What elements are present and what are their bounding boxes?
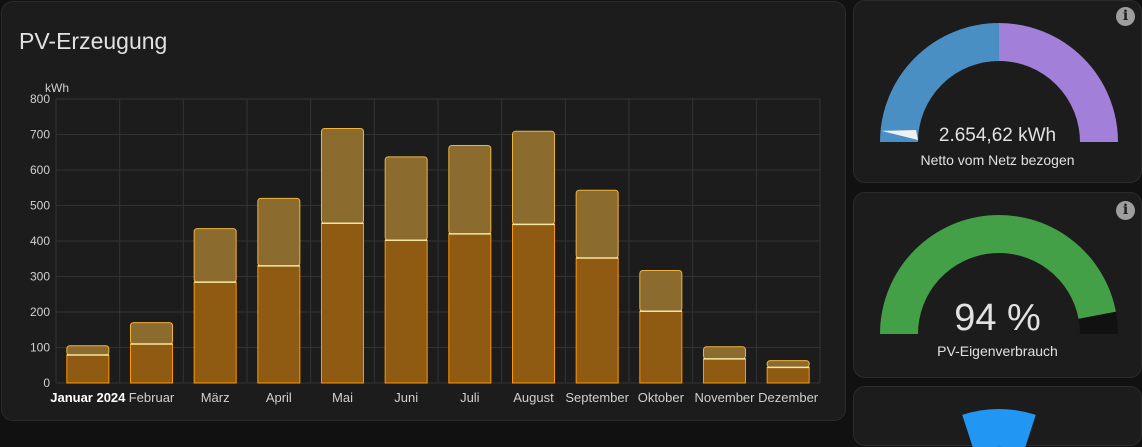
gauge-card-partial[interactable] — [853, 386, 1142, 447]
bar-segment-upper — [320, 127, 365, 224]
bar-segment-upper — [448, 145, 492, 235]
gauge-value: 2.654,62 kWh — [938, 125, 1057, 146]
self-consumption-gauge-card[interactable]: i 94 % PV-Eigenverbrauch — [853, 192, 1142, 378]
bar-segment-upper — [66, 345, 110, 356]
pv-bar-chart[interactable]: kWh 0 100 200 300 400 500 600 700 800 Januar 2024 F… — [2, 2, 847, 422]
gauge-arc-fill — [880, 215, 1116, 335]
bar-segment-lower — [193, 281, 237, 384]
info-icon[interactable]: i — [1116, 7, 1135, 26]
x-tick-label: Mai — [332, 390, 353, 405]
gauge-arc-segment — [998, 23, 1118, 143]
grid-energy-gauge — [880, 23, 1118, 143]
bar-segment-upper — [575, 189, 619, 259]
gauge-label: Netto vom Netz bezogen — [920, 152, 1075, 168]
x-tick-label: Juli — [460, 390, 480, 405]
gauge-label: PV-Eigenverbrauch — [937, 343, 1058, 359]
y-tick-label: 800 — [30, 92, 50, 106]
y-tick-label: 200 — [30, 305, 50, 319]
bar-segment-lower — [384, 239, 428, 384]
x-tick-label: Januar 2024 — [50, 390, 126, 405]
bar-segment-lower — [320, 222, 365, 384]
bar-segment-upper — [702, 346, 747, 360]
y-tick-label: 300 — [30, 270, 50, 284]
pv-chart-card: PV-Erzeugung kWh 0 100 200 300 400 500 600 700 80… — [1, 1, 846, 421]
bar-segment-lower — [639, 310, 683, 384]
bar-segment-upper — [129, 322, 174, 345]
y-tick-label: 0 — [43, 376, 50, 390]
bar-segment-upper — [193, 228, 237, 283]
y-tick-label: 100 — [30, 341, 50, 355]
bar-segment-lower — [702, 358, 747, 384]
y-tick-label: 600 — [30, 163, 50, 177]
partial-gauge — [962, 409, 1036, 447]
x-tick-label: Dezember — [758, 390, 819, 405]
x-tick-label: Oktober — [638, 390, 685, 405]
bar-segment-lower — [66, 354, 110, 384]
gauge-arc-segment — [962, 409, 1036, 447]
bar-segment-lower — [129, 343, 174, 384]
x-tick-label: März — [201, 390, 230, 405]
bar-segment-upper — [384, 156, 428, 241]
x-tick-label: Februar — [129, 390, 175, 405]
bar-segment-upper — [257, 197, 301, 267]
x-tick-label: April — [266, 390, 292, 405]
bar-segment-lower — [766, 366, 810, 384]
chart-title: PV-Erzeugung — [19, 28, 168, 54]
gauge-needle — [881, 130, 918, 140]
gauge-arc-segment — [880, 23, 1000, 143]
grid-energy-gauge-card[interactable]: i 2.654,62 kWh Netto vom Netz bezogen — [853, 0, 1142, 183]
bar-segment-upper — [766, 360, 810, 368]
bar-segment-lower — [511, 223, 556, 384]
x-tick-label: August — [513, 390, 554, 405]
info-icon[interactable]: i — [1116, 201, 1135, 220]
gauge-value: 94 % — [954, 297, 1041, 339]
bar-segment-upper — [639, 269, 683, 312]
self-consumption-gauge — [880, 215, 1118, 335]
bar-segment-lower — [448, 233, 492, 384]
x-tick-label: September — [565, 390, 629, 405]
bar-segment-lower — [575, 257, 619, 384]
y-tick-label: 500 — [30, 199, 50, 213]
x-tick-label: Juni — [394, 390, 418, 405]
y-axis-unit: kWh — [45, 81, 69, 95]
y-tick-label: 400 — [30, 234, 50, 248]
bar-segment-upper — [511, 130, 556, 225]
y-tick-label: 700 — [30, 128, 50, 142]
x-tick-label: November — [695, 390, 756, 405]
gauge-arc-remainder — [1078, 311, 1118, 335]
bar-segment-lower — [257, 265, 301, 384]
